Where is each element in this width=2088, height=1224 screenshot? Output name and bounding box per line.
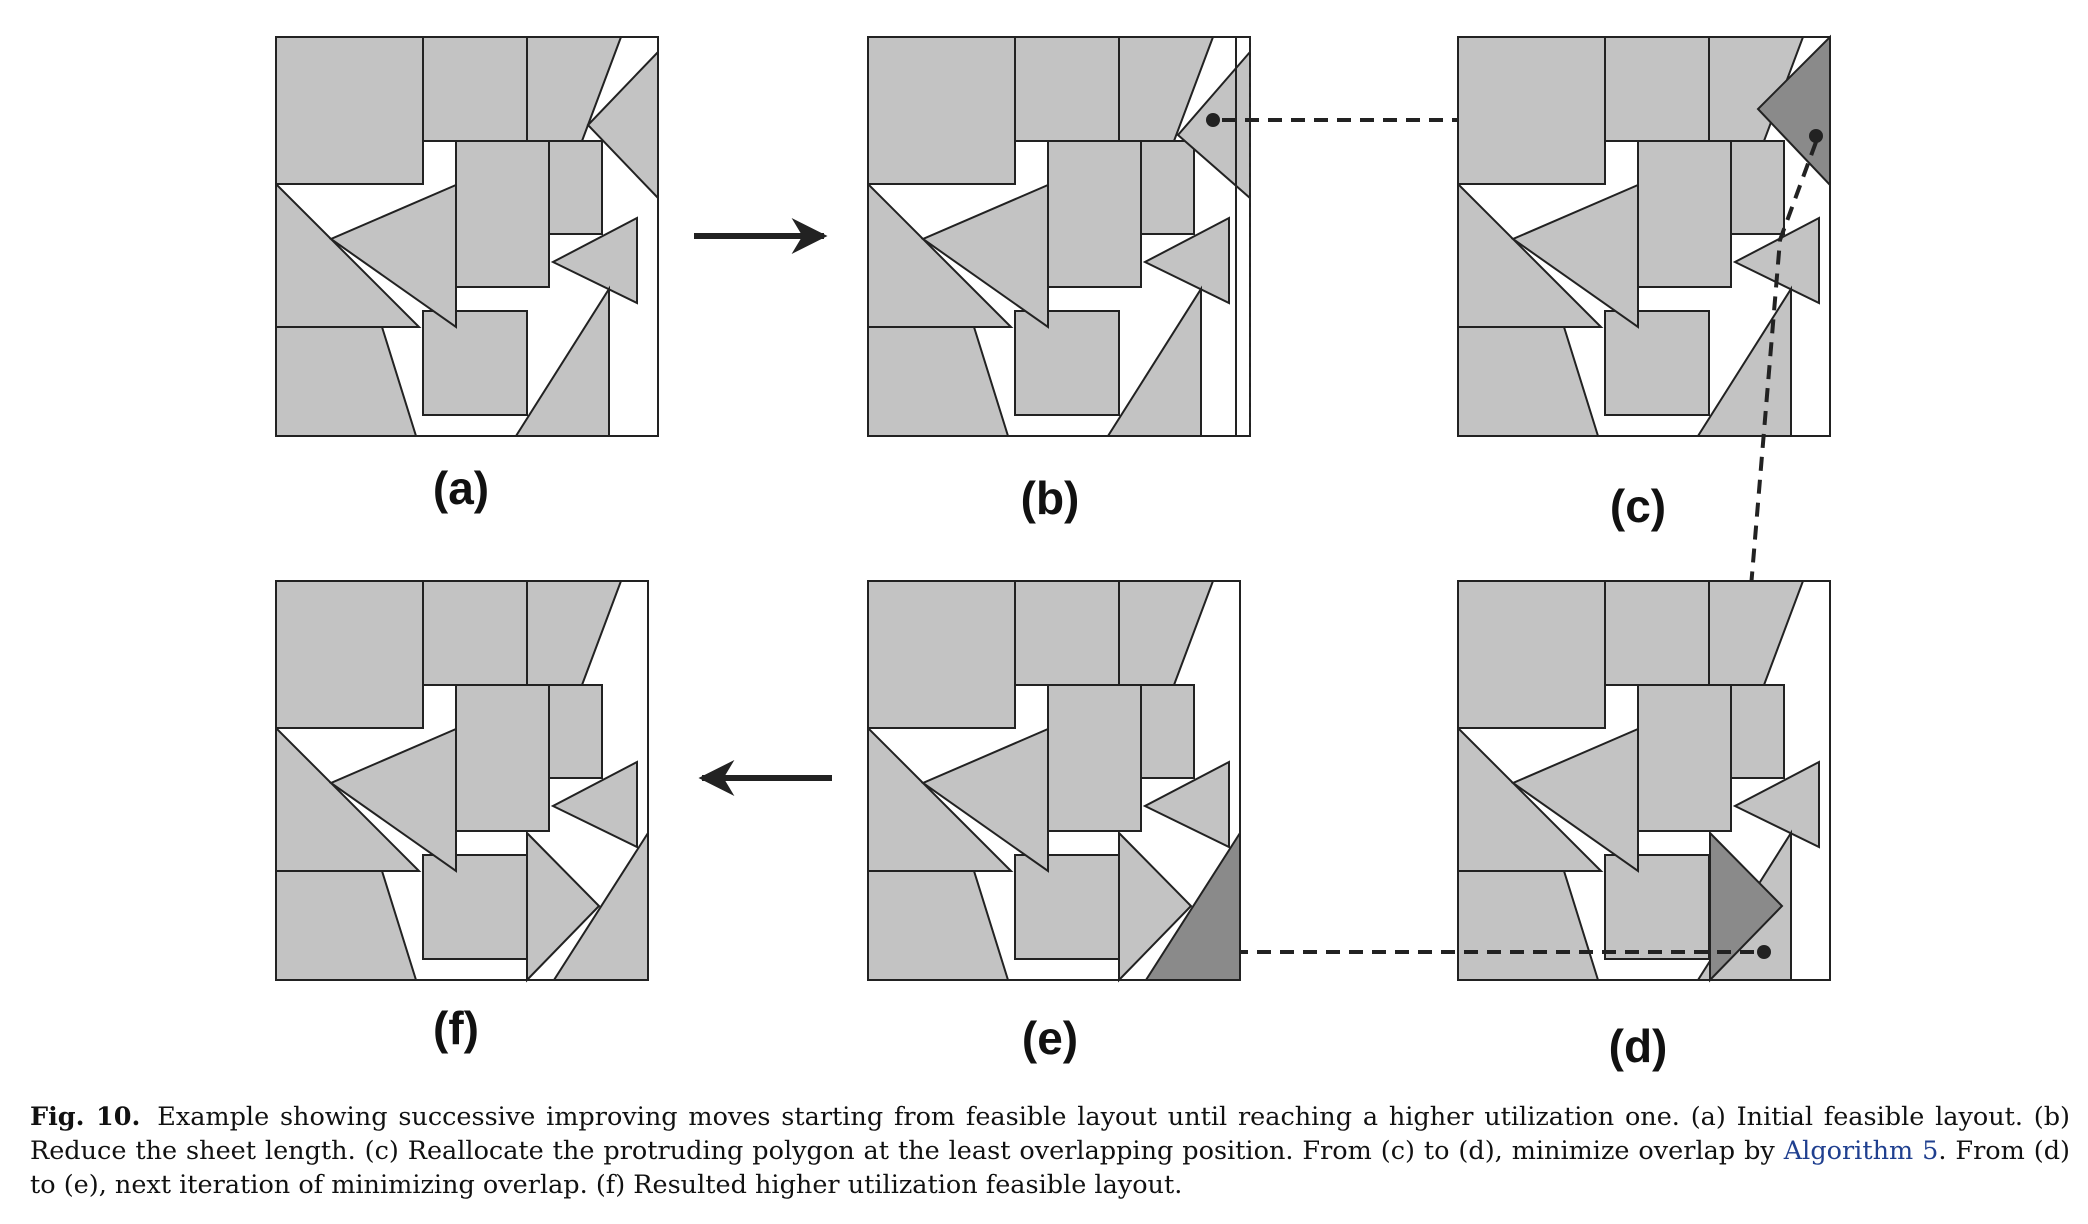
triangle-mid (1118, 830, 1193, 983)
panel-label-a: (a) (433, 462, 489, 514)
panel-e (867, 580, 1241, 983)
triangle-mid (526, 830, 601, 983)
caption-text-start: Example showing successive improving mov… (30, 1102, 2070, 1166)
layout-diagram: (a) (b) (c) (d) (275, 34, 1831, 1072)
marker-dot-c (1809, 129, 1823, 143)
triangle-small (1142, 216, 1230, 305)
panel-d (1457, 580, 1831, 983)
moved-polygon (1144, 829, 1241, 981)
triangle-right-top (586, 49, 659, 201)
figure-number: Fig. 10. (30, 1102, 141, 1132)
caption-text-end: . From (d) to (e), next iteration of min… (30, 1136, 2070, 1200)
panel-label-d: (d) (1609, 1020, 1668, 1072)
figure-caption: Fig. 10. Example showing successive impr… (30, 1100, 2070, 1202)
panel-label-c: (c) (1610, 480, 1666, 532)
algorithm-link[interactable]: Algorithm 5 (1783, 1136, 1939, 1166)
triangle-bottom (1106, 285, 1202, 437)
panel-b (867, 36, 1251, 437)
panel-c (1457, 34, 1831, 437)
triangle-small (550, 760, 638, 849)
triangle-bottom (514, 285, 610, 437)
panel-f (275, 580, 649, 983)
triangle-small (550, 216, 638, 305)
marker-dot-d (1757, 945, 1771, 959)
triangle-small (1142, 760, 1230, 849)
panel-label-f: (f) (433, 1002, 479, 1054)
triangle-small (1732, 760, 1820, 849)
triangle-right (552, 829, 649, 981)
figure: (a) (b) (c) (d) (275, 34, 1831, 1072)
panel-label-b: (b) (1021, 472, 1080, 524)
marker-dot-b (1206, 113, 1220, 127)
panel-label-e: (e) (1022, 1012, 1078, 1064)
panel-a (275, 36, 659, 437)
overlapping-polygon (1709, 830, 1784, 983)
